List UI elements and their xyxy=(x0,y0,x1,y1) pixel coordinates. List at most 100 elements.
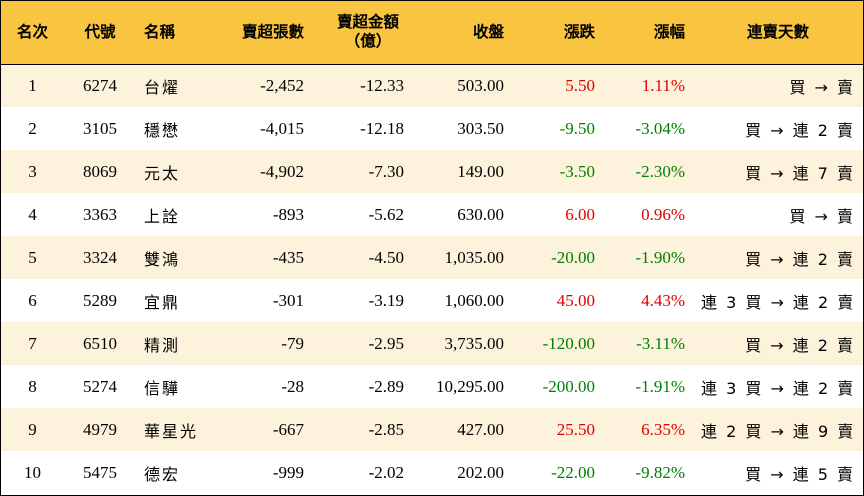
rank-cell: 3 xyxy=(28,161,37,181)
table-row: 8 5274 信驊 -28 -2.89 10,295.00 -200.00 -1… xyxy=(1,365,863,408)
rank-cell: 1 xyxy=(28,75,37,95)
header-net-sell-amount-line2: （億） xyxy=(344,32,392,51)
header-row: 名次 代號 名稱 賣超張數 賣超金額 （億） 收盤 漲跌 漲幅 連賣天數 xyxy=(1,1,863,65)
stock-name-cell: 穩懋 xyxy=(144,120,181,140)
code-cell: 3363 xyxy=(83,204,117,224)
net-sell-amount-cell: -12.18 xyxy=(360,118,404,138)
net-sell-amount-cell: -12.33 xyxy=(360,75,404,95)
code-cell: 4979 xyxy=(83,419,117,439)
table-body: 1 6274 台燿 -2,452 -12.33 503.00 5.50 1.11… xyxy=(1,64,863,494)
table-row: 5 3324 雙鴻 -435 -4.50 1,035.00 -20.00 -1.… xyxy=(1,236,863,279)
stock-name-cell: 華星光 xyxy=(144,421,199,441)
code-cell: 5274 xyxy=(83,376,117,396)
net-sell-amount-cell: -2.89 xyxy=(368,376,404,396)
net-sell-lots-cell: -4,015 xyxy=(260,118,304,138)
code-cell: 3105 xyxy=(83,118,117,138)
net-sell-lots-cell: -893 xyxy=(272,204,304,224)
change-cell: 45.00 xyxy=(556,290,595,310)
streak-cell: 連 3 買 → 連 2 賣 xyxy=(701,292,856,312)
change-cell: -20.00 xyxy=(551,247,595,267)
stock-name-cell: 宜鼎 xyxy=(144,292,181,312)
change-pct-cell: -9.82% xyxy=(635,462,685,482)
header-rank: 名次 xyxy=(1,1,64,65)
rank-cell: 4 xyxy=(28,204,37,224)
code-cell: 5289 xyxy=(83,290,117,310)
table-row: 9 4979 華星光 -667 -2.85 427.00 25.50 6.35%… xyxy=(1,408,863,451)
close-price-cell: 202.00 xyxy=(457,462,504,482)
net-sell-lots-cell: -999 xyxy=(272,462,304,482)
code-cell: 8069 xyxy=(83,161,117,181)
stock-name-cell: 信驊 xyxy=(144,378,181,398)
stock-name-cell: 元太 xyxy=(144,163,181,183)
change-pct-cell: -2.30% xyxy=(635,161,685,181)
header-net-sell-lots: 賣超張數 xyxy=(221,1,312,65)
change-cell: -9.50 xyxy=(559,118,595,138)
header-name: 名稱 xyxy=(136,1,221,65)
header-code: 代號 xyxy=(64,1,136,65)
streak-cell: 買 → 連 2 賣 xyxy=(745,249,855,269)
change-cell: -200.00 xyxy=(542,376,595,396)
change-pct-cell: -3.11% xyxy=(636,333,685,353)
net-sell-amount-cell: -2.02 xyxy=(368,462,404,482)
close-price-cell: 1,060.00 xyxy=(444,290,505,310)
header-net-sell-amount: 賣超金額 （億） xyxy=(312,1,412,65)
change-pct-cell: -1.90% xyxy=(635,247,685,267)
streak-cell: 買 → 連 5 賣 xyxy=(745,464,855,484)
change-cell: 6.00 xyxy=(565,204,595,224)
net-sell-amount-cell: -2.95 xyxy=(368,333,404,353)
table-row: 1 6274 台燿 -2,452 -12.33 503.00 5.50 1.11… xyxy=(1,64,863,107)
close-price-cell: 10,295.00 xyxy=(436,376,504,396)
streak-cell: 買 → 賣 xyxy=(789,206,855,226)
close-price-cell: 303.50 xyxy=(457,118,504,138)
stock-name-cell: 雙鴻 xyxy=(144,249,181,269)
streak-cell: 買 → 連 2 賣 xyxy=(745,120,855,140)
net-sell-lots-cell: -79 xyxy=(281,333,304,353)
table-row: 10 5475 德宏 -999 -2.02 202.00 -22.00 -9.8… xyxy=(1,451,863,494)
change-pct-cell: 4.43% xyxy=(641,290,685,310)
change-pct-cell: 6.35% xyxy=(641,419,685,439)
close-price-cell: 427.00 xyxy=(457,419,504,439)
stock-name-cell: 精測 xyxy=(144,335,181,355)
change-pct-cell: -1.91% xyxy=(635,376,685,396)
table-row: 3 8069 元太 -4,902 -7.30 149.00 -3.50 -2.3… xyxy=(1,150,863,193)
net-sell-amount-cell: -2.85 xyxy=(368,419,404,439)
change-pct-cell: -3.04% xyxy=(635,118,685,138)
header-net-sell-amount-line1: 賣超金額 xyxy=(336,13,399,32)
net-sell-amount-cell: -3.19 xyxy=(368,290,404,310)
header-pct: 漲幅 xyxy=(603,1,693,65)
net-sell-lots-cell: -667 xyxy=(272,419,304,439)
change-cell: -120.00 xyxy=(542,333,595,353)
net-sell-amount-cell: -7.30 xyxy=(368,161,404,181)
rank-cell: 7 xyxy=(28,333,37,353)
table-row: 7 6510 精測 -79 -2.95 3,735.00 -120.00 -3.… xyxy=(1,322,863,365)
code-cell: 6274 xyxy=(83,75,117,95)
change-cell: -22.00 xyxy=(551,462,595,482)
rank-cell: 2 xyxy=(28,118,37,138)
stock-name-cell: 上詮 xyxy=(144,206,181,226)
rank-cell: 10 xyxy=(24,462,41,482)
rank-cell: 8 xyxy=(28,376,37,396)
close-price-cell: 1,035.00 xyxy=(444,247,505,267)
rank-cell: 5 xyxy=(28,247,37,267)
net-sell-amount-cell: -4.50 xyxy=(368,247,404,267)
change-pct-cell: 1.11% xyxy=(641,75,685,95)
code-cell: 5475 xyxy=(83,462,117,482)
code-cell: 3324 xyxy=(83,247,117,267)
rank-cell: 9 xyxy=(28,419,37,439)
header-streak: 連賣天數 xyxy=(693,1,863,65)
stock-name-cell: 德宏 xyxy=(144,464,181,484)
close-price-cell: 3,735.00 xyxy=(444,333,505,353)
change-pct-cell: 0.96% xyxy=(641,204,685,224)
header-close: 收盤 xyxy=(412,1,512,65)
header-change: 漲跌 xyxy=(512,1,603,65)
close-price-cell: 630.00 xyxy=(457,204,504,224)
net-sell-amount-cell: -5.62 xyxy=(368,204,404,224)
net-sell-lots-cell: -435 xyxy=(272,247,304,267)
net-sell-lots-cell: -2,452 xyxy=(260,75,304,95)
rank-cell: 6 xyxy=(28,290,37,310)
table-row: 2 3105 穩懋 -4,015 -12.18 303.50 -9.50 -3.… xyxy=(1,107,863,150)
streak-cell: 買 → 連 7 賣 xyxy=(745,163,855,183)
streak-cell: 買 → 連 2 賣 xyxy=(745,335,855,355)
stock-name-cell: 台燿 xyxy=(144,77,181,97)
